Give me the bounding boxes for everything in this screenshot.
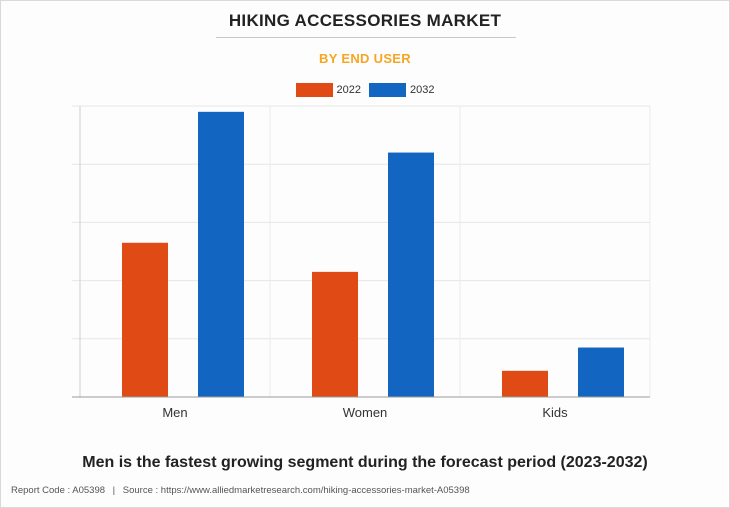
legend-label-2032: 2032 [410,84,435,96]
bar-kids-2032[interactable] [578,347,624,397]
legend-item-2022[interactable]: 2022 [295,83,361,97]
bar-men-2032[interactable] [198,111,244,397]
legend-item-2032[interactable]: 2032 [369,83,434,97]
chart-title: HIKING ACCESSORIES MARKET [228,11,502,30]
legend: 2022 2032 [0,82,730,98]
headline-text: Men is the fastest growing segment durin… [82,454,648,471]
x-tick-label-men: Men [162,405,187,420]
x-tick-label-kids: Kids [542,405,568,420]
legend-label-2022: 2022 [336,84,361,96]
footer: Report Code : A05398 | Source : https://… [11,485,470,496]
bar-women-2022[interactable] [312,271,358,397]
legend-swatch-2022 [295,83,333,97]
footer-separator: | [112,485,116,496]
x-tick-label-women: Women [343,405,388,420]
chart-subtitle: BY END USER [319,51,411,66]
bar-chart: Men Women Kids [72,105,651,420]
bar-kids-2022[interactable] [502,370,548,397]
bar-women-2032[interactable] [388,152,434,397]
bar-men-2022[interactable] [122,242,168,397]
title-divider [216,37,516,38]
legend-swatch-2032 [369,83,406,97]
source-link[interactable]: Source : https://www.alliedmarketresearc… [122,485,470,496]
report-code: Report Code : A05398 [11,485,106,496]
